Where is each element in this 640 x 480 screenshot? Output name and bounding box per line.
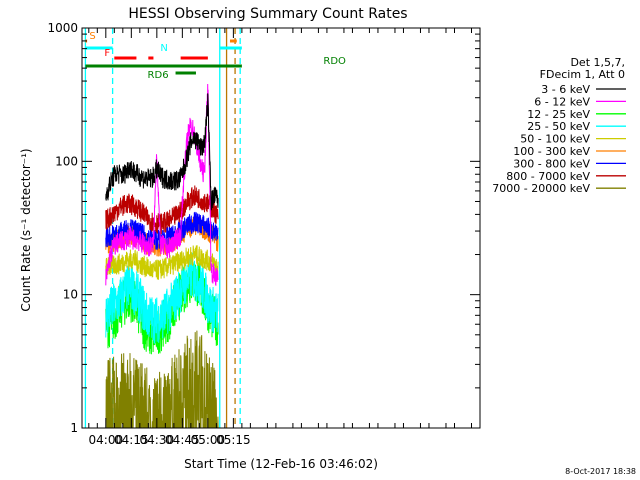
legend-label-4: 50 - 100 keV [520, 133, 590, 146]
x-axis-label: Start Time (12-Feb-16 03:46:02) [184, 457, 378, 471]
x-tick-label-5: 05:15 [216, 433, 251, 447]
legend-header-line-2: FDecim 1, Att 0 [540, 68, 625, 81]
series-line-3 [105, 252, 219, 344]
series-line-6 [105, 211, 219, 250]
x-tick-label-4: 05:00 [191, 433, 226, 447]
legend-label-5: 100 - 300 keV [513, 145, 590, 158]
legend-label-8: 7000 - 20000 keV [492, 182, 590, 195]
legend-label-3: 25 - 50 keV [527, 120, 590, 133]
series-line-1 [105, 83, 219, 286]
x-tick-label-1: 04:15 [114, 433, 149, 447]
series-line-4 [105, 245, 219, 280]
y-tick-label-0: 1 [70, 421, 78, 435]
y-tick-label-2: 100 [55, 154, 78, 168]
legend-label-0: 3 - 6 keV [541, 83, 590, 96]
legend-label-6: 300 - 800 keV [513, 157, 590, 170]
x-tick-label-0: 04:00 [89, 433, 124, 447]
plot-frame [81, 27, 481, 429]
y-tick-label-3: 1000 [47, 21, 78, 35]
flag-label-1: N [160, 43, 167, 54]
legend-label-7: 800 - 7000 keV [506, 170, 590, 183]
legend-label-2: 12 - 25 keV [527, 108, 590, 121]
flag-label-7: RDO [323, 56, 346, 67]
series-line-7 [105, 185, 219, 235]
series-line-0 [105, 93, 219, 211]
y-tick-label-1: 10 [63, 288, 78, 302]
chart-title: HESSI Observing Summary Count Rates [128, 6, 407, 22]
legend-header-line-1: Det 1,5,7, [570, 56, 625, 69]
flag-label-0: S [89, 31, 95, 42]
x-tick-label-3: 04:45 [165, 433, 200, 447]
y-axis-label: Count Rate (s⁻¹ detector⁻¹) [19, 148, 33, 311]
flag-label-8: RD6 [148, 70, 169, 81]
series-line-8 [105, 330, 219, 428]
footer-timestamp: 8-Oct-2017 18:38 [565, 467, 636, 476]
flag-label-4: F [104, 48, 110, 59]
legend-label-1: 6 - 12 keV [534, 95, 590, 108]
x-tick-label-2: 04:30 [140, 433, 175, 447]
